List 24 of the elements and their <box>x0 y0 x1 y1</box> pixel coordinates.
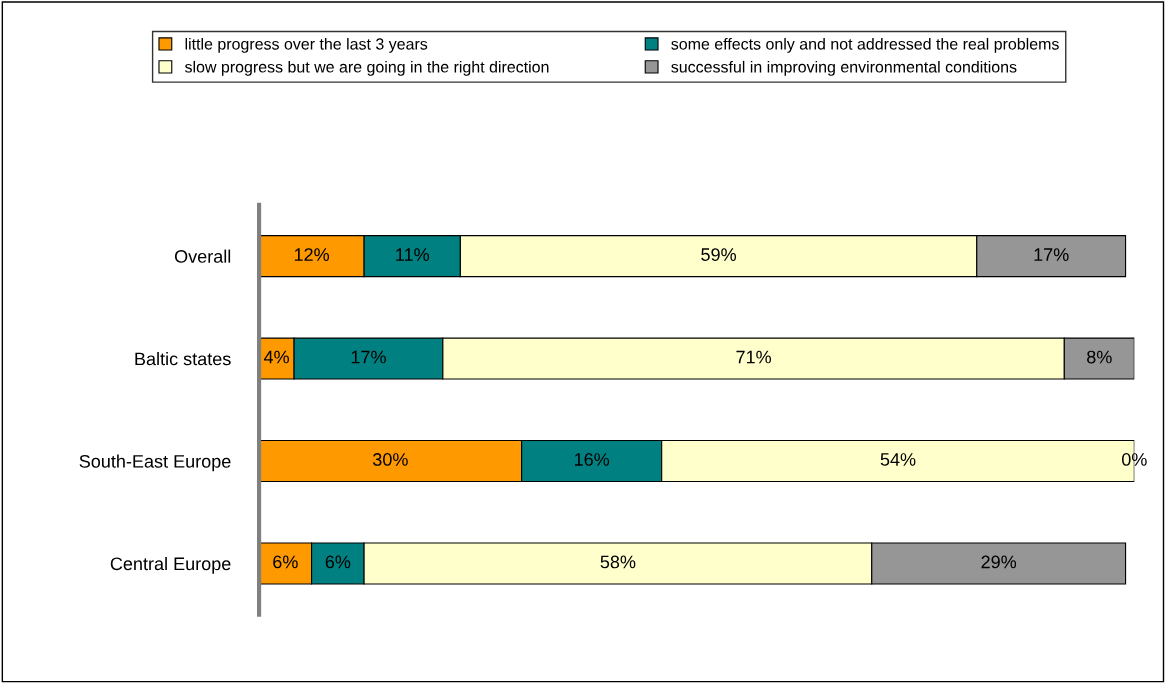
data-label: 6% <box>325 555 351 569</box>
data-label: 58% <box>600 555 636 569</box>
data-label: 71% <box>736 350 772 364</box>
legend-label: successful in improving environmental conditions <box>671 60 1017 76</box>
data-label: 16% <box>574 453 610 466</box>
y-tick-label: Central Europe <box>110 556 231 574</box>
data-label: 17% <box>351 350 386 364</box>
data-label: 11% <box>396 248 429 261</box>
y-tick-label: Baltic states <box>135 352 231 366</box>
data-label: 0% <box>1121 453 1147 466</box>
data-label: 29% <box>981 555 1017 569</box>
data-label: 8% <box>1087 350 1112 364</box>
data-label: 59% <box>701 248 737 261</box>
legend-label: slow progress but we are going in the right direction <box>184 60 549 76</box>
data-label: 54% <box>880 453 916 466</box>
data-label: 17% <box>1034 248 1069 261</box>
legend-label: some effects only and not addressed the real problems <box>671 37 1059 53</box>
data-label: 4% <box>263 350 289 364</box>
legend-label: little progress over the last 3 years <box>185 37 428 53</box>
y-tick-label: Overall <box>174 249 231 263</box>
data-label: 6% <box>273 555 298 569</box>
y-tick-label: South-East Europe <box>79 454 231 472</box>
data-label: 12% <box>294 248 330 261</box>
data-label: 30% <box>372 453 408 466</box>
